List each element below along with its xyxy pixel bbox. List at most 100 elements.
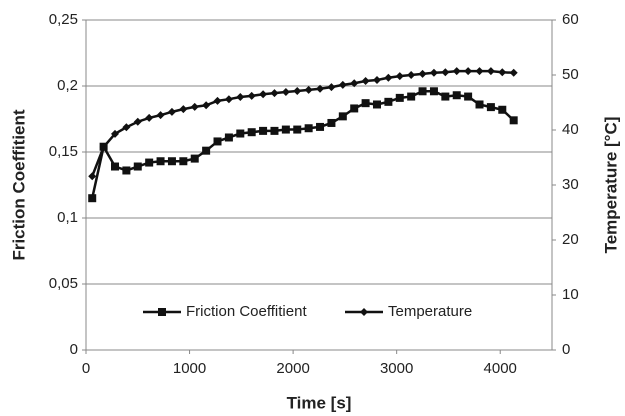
legend-label: Temperature — [388, 303, 472, 320]
point — [122, 166, 131, 175]
x-tick-label: 0 — [82, 360, 90, 377]
point — [145, 113, 154, 122]
y2-tick-label: 20 — [562, 231, 579, 248]
y2-tick-label: 50 — [562, 66, 579, 83]
point — [475, 67, 484, 76]
point — [418, 87, 427, 96]
point — [316, 84, 325, 93]
point — [202, 146, 211, 155]
point — [338, 112, 347, 121]
point — [236, 129, 245, 138]
point — [350, 79, 359, 88]
point — [395, 72, 404, 81]
point — [327, 118, 336, 127]
y2-tick-label: 40 — [562, 121, 579, 138]
y2-tick-label: 0 — [562, 341, 570, 358]
point — [270, 126, 279, 135]
point — [270, 89, 279, 98]
point — [88, 172, 97, 181]
y-tick-label: 0,25 — [49, 11, 78, 28]
point — [156, 157, 165, 166]
point — [281, 125, 290, 134]
point — [247, 128, 256, 137]
point — [441, 68, 450, 77]
x-tick-label: 3000 — [380, 360, 413, 377]
point — [179, 105, 188, 114]
y-tick-label: 0,1 — [57, 209, 78, 226]
point — [509, 68, 518, 77]
x-axis-title: Time [s] — [287, 393, 352, 412]
point — [327, 83, 336, 92]
point — [259, 90, 268, 99]
point — [441, 92, 450, 101]
point — [236, 93, 245, 101]
point — [247, 91, 256, 100]
point — [259, 126, 268, 135]
point — [133, 162, 142, 171]
y2-tick-label: 60 — [562, 11, 579, 28]
point — [361, 99, 370, 108]
point — [486, 103, 495, 112]
point — [338, 80, 347, 89]
point — [167, 107, 176, 116]
point — [202, 101, 211, 110]
point — [190, 154, 199, 163]
y-tick-label: 0,15 — [49, 143, 78, 160]
point — [475, 100, 484, 109]
point — [156, 111, 165, 120]
point — [395, 93, 404, 102]
point — [99, 143, 108, 152]
point — [213, 137, 222, 146]
y-tick-label: 0,05 — [49, 275, 78, 292]
point — [110, 162, 119, 171]
series-line — [90, 90, 515, 199]
point — [372, 75, 381, 84]
y-axis-title: Friction Coeffitient — [9, 109, 28, 260]
series-line — [91, 69, 514, 177]
point — [384, 97, 393, 106]
point — [452, 91, 461, 100]
point — [361, 77, 370, 86]
point — [293, 86, 302, 95]
point — [293, 125, 302, 134]
y2-axis-title: Temperature [°C] — [601, 117, 620, 254]
legend-label: Friction Coeffitient — [186, 303, 307, 320]
point — [350, 104, 359, 113]
point — [213, 96, 222, 105]
point — [429, 68, 438, 77]
x-tick-label: 2000 — [276, 360, 309, 377]
point — [464, 67, 473, 76]
point — [133, 117, 142, 126]
point — [88, 194, 97, 203]
y-tick-label: 0,2 — [57, 77, 78, 94]
point — [224, 95, 233, 104]
point — [304, 124, 313, 133]
point — [452, 67, 461, 76]
point — [509, 116, 518, 125]
point — [498, 105, 507, 114]
x-tick-label: 1000 — [173, 360, 206, 377]
point — [190, 102, 199, 111]
point — [498, 68, 507, 77]
y-tick-label: 0 — [70, 341, 78, 358]
point — [224, 133, 233, 142]
legend-marker — [360, 308, 368, 316]
y2-tick-label: 10 — [562, 286, 579, 303]
point — [281, 88, 290, 97]
point — [122, 123, 131, 132]
point — [304, 85, 313, 94]
point — [429, 87, 438, 96]
point — [167, 157, 176, 166]
point — [407, 92, 416, 101]
point — [179, 157, 188, 166]
legend-marker — [158, 308, 166, 316]
point — [384, 73, 393, 82]
point — [316, 122, 325, 131]
y2-tick-label: 30 — [562, 176, 579, 193]
point — [372, 100, 381, 109]
point — [407, 71, 416, 79]
point — [486, 67, 495, 76]
point — [418, 69, 427, 78]
x-tick-label: 4000 — [484, 360, 517, 377]
